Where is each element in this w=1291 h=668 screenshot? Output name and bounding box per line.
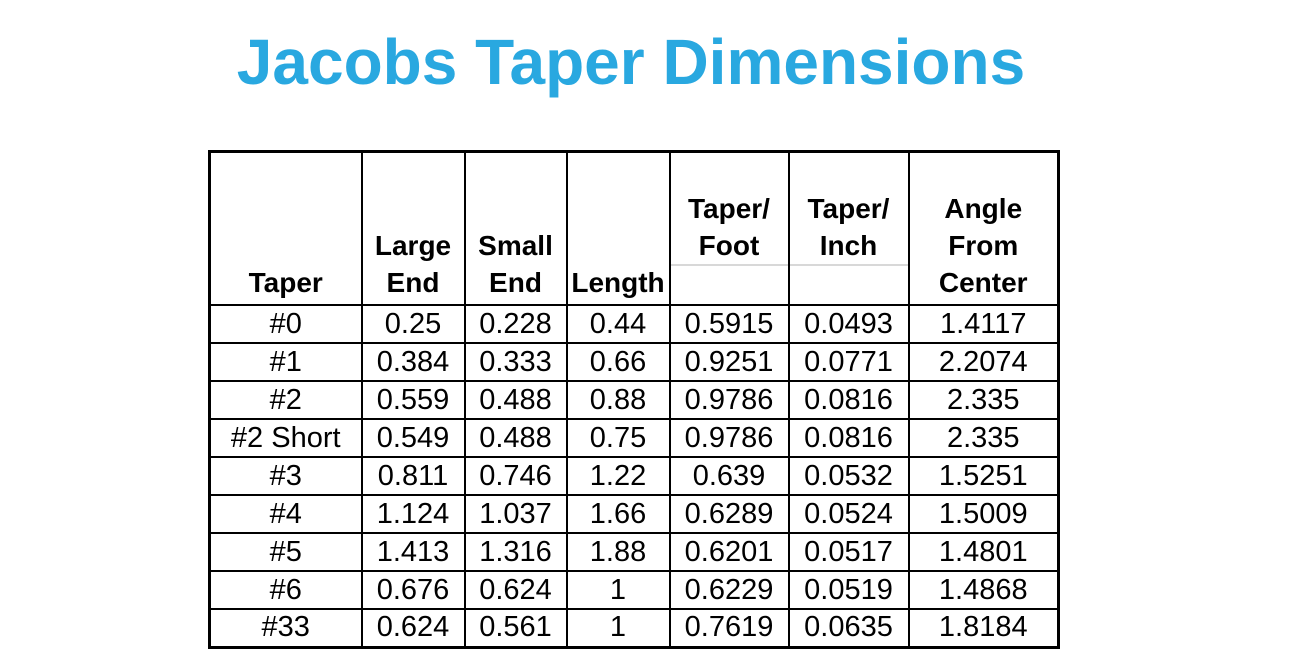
table-cell: 0.549 [360, 418, 466, 458]
table-cell: 0.6229 [668, 570, 790, 610]
table-cell: #0 [208, 304, 363, 344]
table-cell: 0.0524 [787, 494, 910, 534]
table-cell: #33 [208, 608, 363, 648]
table-cell: 0.5915 [668, 304, 790, 344]
table-cell: 0.88 [565, 380, 671, 420]
column-header-large-end: Large End [360, 150, 466, 306]
table-cell: 0.561 [463, 608, 568, 648]
table-cell: 0.66 [565, 342, 671, 382]
table-cell: 1.8184 [907, 608, 1060, 648]
table-cell: 0.488 [463, 418, 568, 458]
header-faint-gridline [671, 264, 787, 266]
table-cell: 0.811 [360, 456, 466, 496]
table-cell: 2.335 [907, 418, 1060, 458]
table-cell: #1 [208, 342, 363, 382]
column-header-taper-inch-label: Taper/ Inch [807, 193, 890, 261]
table-row: #3 0.811 0.746 1.22 0.639 0.0532 1.5251 [208, 456, 1060, 496]
table-cell: 0.7619 [668, 608, 790, 648]
table-cell: #2 [208, 380, 363, 420]
table-cell: 0.333 [463, 342, 568, 382]
table-cell: #6 [208, 570, 363, 610]
table-cell: 1.88 [565, 532, 671, 572]
table-cell: 0.746 [463, 456, 568, 496]
table-row: #5 1.413 1.316 1.88 0.6201 0.0517 1.4801 [208, 532, 1060, 572]
table-row: #6 0.676 0.624 1 0.6229 0.0519 1.4868 [208, 570, 1060, 610]
table-cell: 0.0517 [787, 532, 910, 572]
jacobs-taper-table-container: Taper Large End Small End Length Taper/ … [208, 150, 1060, 649]
column-header-taper-foot: Taper/ Foot [668, 150, 790, 306]
table-cell: #5 [208, 532, 363, 572]
table-cell: #2 Short [208, 418, 363, 458]
table-cell: 0.6201 [668, 532, 790, 572]
table-cell: #3 [208, 456, 363, 496]
table-cell: 0.624 [463, 570, 568, 610]
table-cell: 1.413 [360, 532, 466, 572]
table-cell: 1.124 [360, 494, 466, 534]
table-cell: 0.9786 [668, 380, 790, 420]
page-title: Jacobs Taper Dimensions [236, 26, 1026, 98]
table-cell: 0.44 [565, 304, 671, 344]
table-header-row: Taper Large End Small End Length Taper/ … [208, 150, 1060, 306]
table-cell: 1.5009 [907, 494, 1060, 534]
column-header-taper: Taper [208, 150, 363, 306]
column-header-taper-inch: Taper/ Inch [787, 150, 910, 306]
table-cell: 1.4801 [907, 532, 1060, 572]
table-cell: 0.228 [463, 304, 568, 344]
table-cell: 1.66 [565, 494, 671, 534]
table-cell: 1.4117 [907, 304, 1060, 344]
table-cell: 0.0493 [787, 304, 910, 344]
column-header-taper-foot-label: Taper/ Foot [688, 193, 770, 261]
table-cell: 0.9251 [668, 342, 790, 382]
table-cell: 0.9786 [668, 418, 790, 458]
table-cell: 0.559 [360, 380, 466, 420]
table-body: #0 0.25 0.228 0.44 0.5915 0.0493 1.4117 #1 0.384… [208, 304, 1060, 648]
table-cell: 1 [565, 570, 671, 610]
table-cell: 0.75 [565, 418, 671, 458]
table-cell: 0.639 [668, 456, 790, 496]
table-cell: 1.316 [463, 532, 568, 572]
table-row: #4 1.124 1.037 1.66 0.6289 0.0524 1.5009 [208, 494, 1060, 534]
table-cell: 0.0532 [787, 456, 910, 496]
table-cell: 0.0771 [787, 342, 910, 382]
table-cell: 1.5251 [907, 456, 1060, 496]
table-cell: #4 [208, 494, 363, 534]
table-cell: 0.384 [360, 342, 466, 382]
table-cell: 0.0635 [787, 608, 910, 648]
table-cell: 2.2074 [907, 342, 1060, 382]
table-cell: 0.6289 [668, 494, 790, 534]
table-row: #2 Short 0.549 0.488 0.75 0.9786 0.0816 2.335 [208, 418, 1060, 458]
table-cell: 0.0519 [787, 570, 910, 610]
jacobs-taper-table: Taper Large End Small End Length Taper/ … [208, 150, 1060, 649]
table-cell: 1.22 [565, 456, 671, 496]
table-row: #0 0.25 0.228 0.44 0.5915 0.0493 1.4117 [208, 304, 1060, 344]
column-header-small-end: Small End [463, 150, 568, 306]
table-cell: 0.25 [360, 304, 466, 344]
table-cell: 1.4868 [907, 570, 1060, 610]
table-cell: 0.488 [463, 380, 568, 420]
table-cell: 0.0816 [787, 418, 910, 458]
table-cell: 1 [565, 608, 671, 648]
table-cell: 1.037 [463, 494, 568, 534]
table-cell: 0.0816 [787, 380, 910, 420]
table-cell: 2.335 [907, 380, 1060, 420]
column-header-length: Length [565, 150, 671, 306]
table-row: #2 0.559 0.488 0.88 0.9786 0.0816 2.335 [208, 380, 1060, 420]
table-row: #33 0.624 0.561 1 0.7619 0.0635 1.8184 [208, 608, 1060, 648]
header-faint-gridline [790, 264, 907, 266]
table-cell: 0.676 [360, 570, 466, 610]
table-row: #1 0.384 0.333 0.66 0.9251 0.0771 2.2074 [208, 342, 1060, 382]
column-header-angle-from-center: Angle From Center [907, 150, 1060, 306]
table-cell: 0.624 [360, 608, 466, 648]
